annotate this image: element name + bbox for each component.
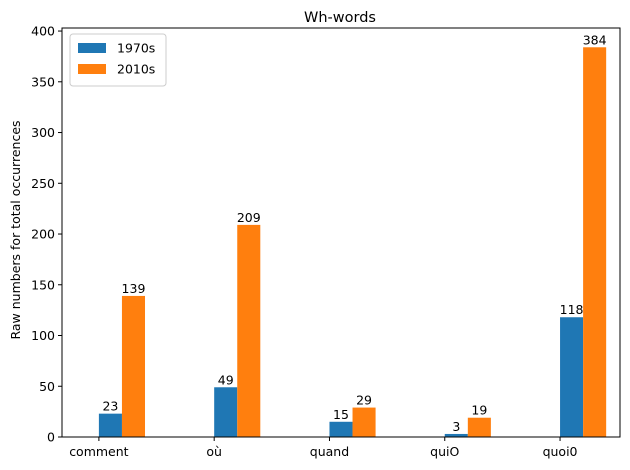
legend-swatch — [78, 43, 106, 53]
y-tick-label: 300 — [31, 125, 55, 140]
legend-swatch — [78, 64, 106, 74]
x-axis: comment où quand quiO quoi0 — [69, 437, 578, 459]
y-axis-label: Raw numbers for total occurrences — [8, 120, 23, 339]
bar-1970s-où — [214, 387, 238, 437]
legend: 1970s 2010s — [69, 33, 167, 87]
x-tick-label: comment — [69, 444, 128, 459]
value-label: 49 — [218, 372, 234, 387]
x-tick-label: où — [206, 444, 222, 459]
value-label: 23 — [102, 399, 118, 414]
bars-group — [98, 47, 607, 438]
chart-title: Wh-words — [304, 10, 376, 26]
x-tick-label: quiO — [430, 444, 459, 459]
value-labels-group: 23 49 15 3 118 139 209 29 19 384 — [102, 32, 606, 434]
bar-2010s-quiO — [467, 417, 491, 437]
bar-1970s-quiO — [444, 433, 468, 437]
value-label: 209 — [237, 210, 261, 225]
bar-1970s-quand — [329, 421, 353, 437]
value-label: 384 — [583, 32, 607, 47]
legend-label: 2010s — [117, 62, 155, 77]
bar-1970s-quoi0 — [560, 317, 584, 437]
y-tick-label: 200 — [31, 227, 55, 242]
y-tick-label: 350 — [31, 74, 55, 89]
y-tick-label: 250 — [31, 176, 55, 191]
bar-2010s-quoi0 — [583, 47, 607, 438]
value-label: 19 — [471, 403, 487, 418]
legend-label: 1970s — [117, 41, 155, 56]
y-tick-label: 400 — [31, 24, 55, 39]
y-tick-label: 100 — [31, 328, 55, 343]
y-tick-label: 50 — [39, 379, 55, 394]
value-label: 29 — [356, 393, 372, 408]
bar-2010s-quand — [352, 407, 376, 437]
bar-2010s-comment — [121, 295, 146, 437]
value-label: 15 — [333, 407, 349, 422]
y-tick-label: 150 — [31, 277, 55, 292]
y-axis: 0 50 100 150 200 250 300 350 400 — [31, 24, 62, 445]
plot-frame — [61, 27, 621, 438]
bar-1970s-comment — [98, 413, 122, 437]
bar-2010s-où — [237, 224, 261, 437]
x-tick-label: quand — [310, 444, 349, 459]
value-label: 139 — [122, 281, 146, 296]
value-label: 3 — [452, 419, 460, 434]
x-tick-label: quoi0 — [543, 444, 578, 459]
value-label: 118 — [560, 302, 584, 317]
y-tick-label: 0 — [47, 430, 55, 445]
